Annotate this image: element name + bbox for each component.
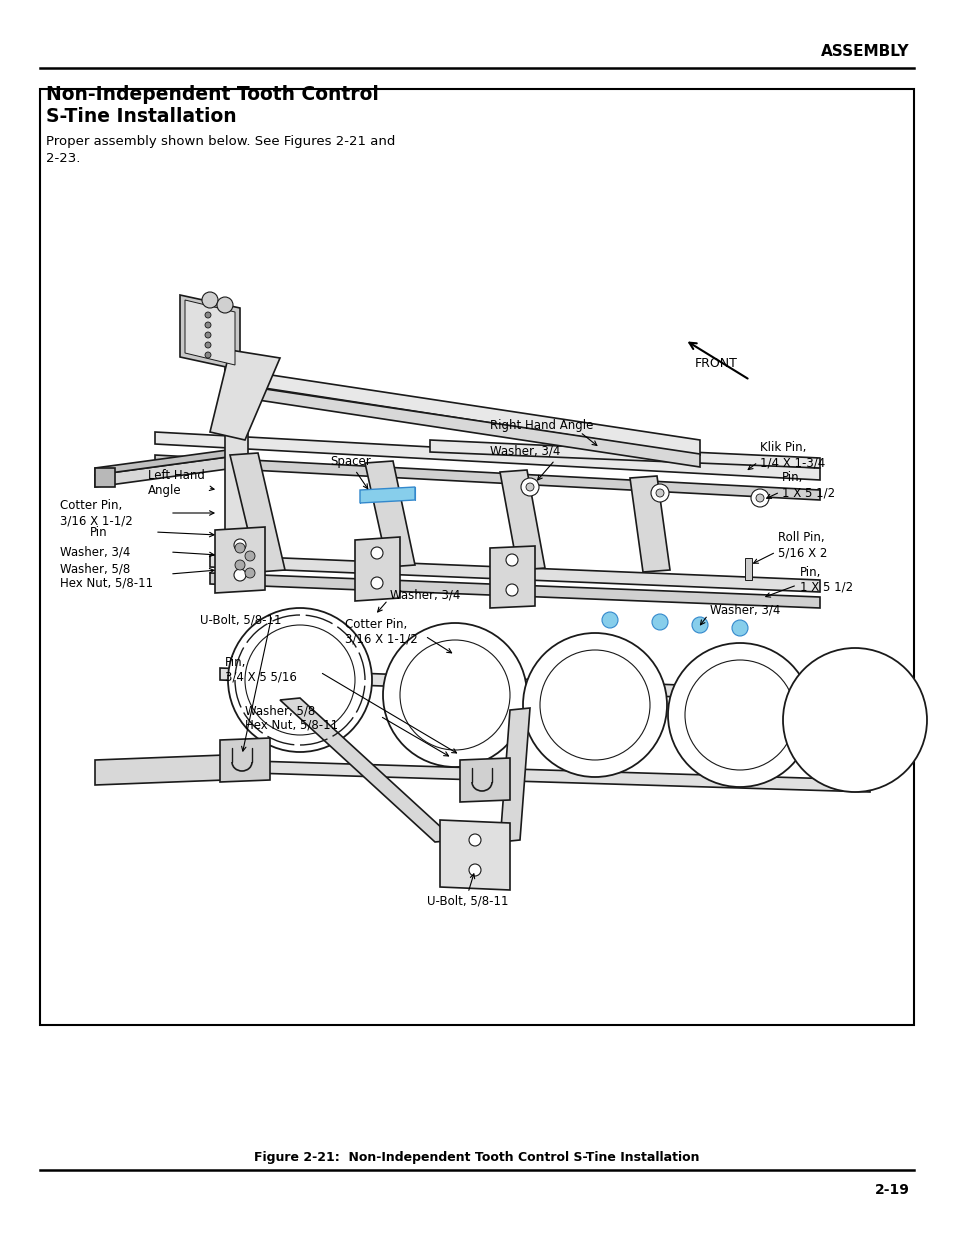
Polygon shape [439, 820, 510, 890]
Circle shape [469, 834, 480, 846]
Circle shape [539, 650, 649, 760]
Bar [40, 89, 913, 1025]
Circle shape [216, 296, 233, 312]
Circle shape [371, 547, 382, 559]
Text: Figure 2-21:  Non-Independent Tooth Control S-Tine Installation: Figure 2-21: Non-Independent Tooth Contr… [254, 1151, 699, 1165]
Circle shape [382, 622, 526, 767]
Circle shape [755, 494, 763, 501]
Polygon shape [210, 555, 820, 592]
Circle shape [245, 568, 254, 578]
Circle shape [233, 538, 246, 551]
Text: Washer, 3/4: Washer, 3/4 [490, 445, 559, 458]
Polygon shape [430, 440, 820, 468]
Text: Pin: Pin [90, 526, 108, 538]
Polygon shape [225, 383, 700, 467]
Circle shape [371, 577, 382, 589]
Circle shape [245, 625, 355, 735]
Text: Washer, 5/8
Hex Nut, 5/8-11: Washer, 5/8 Hex Nut, 5/8-11 [245, 704, 337, 732]
Circle shape [234, 543, 245, 553]
Text: Washer, 5/8
Hex Nut, 5/8-11: Washer, 5/8 Hex Nut, 5/8-11 [60, 562, 153, 590]
Circle shape [667, 643, 811, 787]
Circle shape [601, 613, 618, 629]
Text: Non-Independent Tooth Control: Non-Independent Tooth Control [46, 85, 378, 104]
Polygon shape [459, 758, 510, 802]
Polygon shape [154, 454, 820, 500]
Circle shape [684, 659, 794, 769]
Polygon shape [629, 475, 669, 572]
Text: Pin,
1 X 5 1/2: Pin, 1 X 5 1/2 [800, 566, 852, 594]
Text: Cotter Pin,
3/16 X 1-1/2: Cotter Pin, 3/16 X 1-1/2 [345, 618, 417, 646]
Circle shape [399, 640, 510, 750]
Text: U-Bolt, 5/8-11: U-Bolt, 5/8-11 [427, 895, 508, 908]
Polygon shape [359, 487, 415, 503]
Circle shape [245, 551, 254, 561]
Polygon shape [210, 350, 280, 440]
Circle shape [228, 608, 372, 752]
Text: FRONT: FRONT [695, 357, 737, 370]
Circle shape [525, 483, 534, 492]
Polygon shape [365, 461, 415, 567]
Text: Pin,
3/4 X 5 5/16: Pin, 3/4 X 5 5/16 [225, 656, 296, 684]
Polygon shape [355, 537, 399, 601]
Circle shape [205, 342, 211, 348]
Text: Klik Pin,
1/4 X 1-3/4: Klik Pin, 1/4 X 1-3/4 [760, 441, 824, 469]
Polygon shape [225, 368, 700, 454]
Polygon shape [210, 573, 820, 608]
Polygon shape [95, 755, 225, 785]
Text: Right Hand Angle: Right Hand Angle [490, 419, 593, 432]
Polygon shape [214, 527, 265, 593]
Circle shape [234, 559, 245, 571]
Polygon shape [280, 698, 455, 842]
Text: Washer, 3/4: Washer, 3/4 [60, 546, 131, 558]
Circle shape [205, 322, 211, 329]
Circle shape [750, 489, 768, 508]
Circle shape [205, 332, 211, 338]
Circle shape [520, 478, 538, 496]
Text: 2-19: 2-19 [874, 1183, 909, 1197]
Circle shape [522, 634, 666, 777]
Circle shape [656, 489, 663, 496]
Circle shape [650, 484, 668, 501]
Polygon shape [220, 668, 869, 704]
Text: Roll Pin,
5/16 X 2: Roll Pin, 5/16 X 2 [778, 531, 826, 559]
Text: Washer, 3/4: Washer, 3/4 [709, 604, 780, 616]
Polygon shape [180, 295, 240, 370]
Polygon shape [95, 468, 115, 487]
Polygon shape [185, 300, 234, 366]
Circle shape [505, 584, 517, 597]
Polygon shape [499, 708, 530, 842]
Text: Pin,
1 X 5 1/2: Pin, 1 X 5 1/2 [781, 471, 834, 499]
Circle shape [205, 352, 211, 358]
Polygon shape [154, 432, 820, 480]
Circle shape [731, 620, 747, 636]
Circle shape [202, 291, 218, 308]
Text: Washer, 3/4: Washer, 3/4 [390, 589, 460, 601]
Text: Proper assembly shown below. See Figures 2-21 and: Proper assembly shown below. See Figures… [46, 135, 395, 148]
Circle shape [233, 569, 246, 580]
Text: Cotter Pin,
3/16 X 1-1/2: Cotter Pin, 3/16 X 1-1/2 [60, 499, 132, 527]
Text: U-Bolt, 5/8-11: U-Bolt, 5/8-11 [200, 614, 281, 626]
Text: Left Hand
Angle: Left Hand Angle [148, 469, 205, 496]
Circle shape [469, 864, 480, 876]
Polygon shape [220, 760, 869, 792]
Polygon shape [744, 558, 751, 580]
Circle shape [691, 618, 707, 634]
Polygon shape [499, 471, 544, 571]
Polygon shape [225, 368, 248, 572]
Polygon shape [220, 739, 270, 782]
Circle shape [505, 555, 517, 566]
Text: Spacer: Spacer [330, 454, 371, 468]
Polygon shape [95, 456, 234, 487]
Polygon shape [490, 546, 535, 608]
Polygon shape [95, 450, 234, 475]
Circle shape [782, 648, 926, 792]
Text: S-Tine Installation: S-Tine Installation [46, 107, 236, 126]
Text: ASSEMBLY: ASSEMBLY [821, 44, 909, 59]
Circle shape [651, 614, 667, 630]
Polygon shape [230, 453, 285, 572]
Circle shape [205, 312, 211, 317]
Text: 2-23.: 2-23. [46, 152, 80, 165]
